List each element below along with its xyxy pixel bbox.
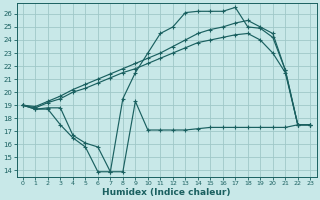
X-axis label: Humidex (Indice chaleur): Humidex (Indice chaleur)	[102, 188, 231, 197]
